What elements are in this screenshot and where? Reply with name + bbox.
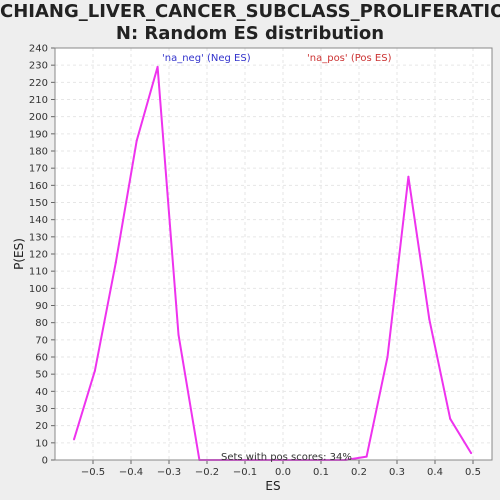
data-point [114,261,117,264]
x-tick-label: −0.1 [233,467,257,478]
y-tick-label: 80 [35,318,48,329]
y-tick-label: 200 [29,112,48,123]
y-tick-label: 100 [29,284,48,295]
data-point [73,438,75,441]
data-point [365,455,368,458]
y-tick-label: 220 [29,78,48,89]
y-tick-label: 240 [29,44,48,55]
data-point [386,356,389,358]
y-tick-label: 230 [29,61,48,72]
x-tick-label: 0.4 [427,467,443,478]
y-tick-label: 110 [29,267,48,278]
data-point [93,369,96,372]
y-tick-label: 140 [29,215,48,226]
y-tick-label: 30 [35,404,48,415]
y-tick-label: 190 [29,129,48,140]
x-axis-ticks: −0.5 −0.4 −0.3 −0.2 −0.1 0.0 0.1 0.2 0.3 0.4 0.5 [81,460,481,478]
y-tick-label: 50 [35,370,48,381]
y-tick-label: 160 [29,181,48,192]
chart-title-line-1: CHIANG_LIVER_CANCER_SUBCLASS_PROLIFERATI… [0,1,500,22]
x-axis-label: ES [265,479,280,493]
data-point [449,417,452,420]
data-point [156,65,159,68]
x-tick-label: −0.2 [195,467,219,478]
y-tick-label: 40 [35,387,48,398]
chart-title-line-2: N: Random ES distribution [115,23,385,44]
y-tick-label: 70 [35,335,48,346]
x-tick-label: 0.1 [313,467,329,478]
y-tick-label: 20 [35,421,48,432]
x-tick-label: 0.3 [389,467,405,478]
pos-annotation: 'na_pos' (Pos ES) [307,53,392,64]
x-tick-label: −0.4 [119,467,143,478]
neg-annotation: 'na_neg' (Neg ES) [162,53,251,64]
data-point [470,452,473,455]
data-point [428,318,431,321]
y-tick-label: 60 [35,353,48,364]
y-tick-label: 120 [29,250,48,261]
data-point [407,175,410,178]
y-tick-label: 130 [29,232,48,243]
data-point [177,333,180,336]
y-axis-label: P(ES) [12,238,26,270]
y-tick-label: 210 [29,95,48,106]
y-tick-label: 180 [29,147,48,158]
x-tick-label: −0.3 [157,467,181,478]
plot-border [54,47,493,461]
y-tick-label: 170 [29,164,48,175]
y-axis-ticks: 0 10 20 30 40 50 60 70 80 90 100 110 120 130 140 150 160… [29,44,55,467]
y-tick-label: 90 [35,301,48,312]
y-tick-label: 10 [35,438,48,449]
x-tick-label: −0.5 [81,467,105,478]
y-tick-label: 0 [42,456,48,467]
y-tick-label: 150 [29,198,48,209]
x-tick-label: 0.5 [465,467,481,478]
data-point [135,139,138,142]
footer-annotation: Sets with pos scores: 34% [221,452,352,463]
x-tick-label: 0.0 [275,467,291,478]
x-tick-label: 0.2 [351,467,367,478]
